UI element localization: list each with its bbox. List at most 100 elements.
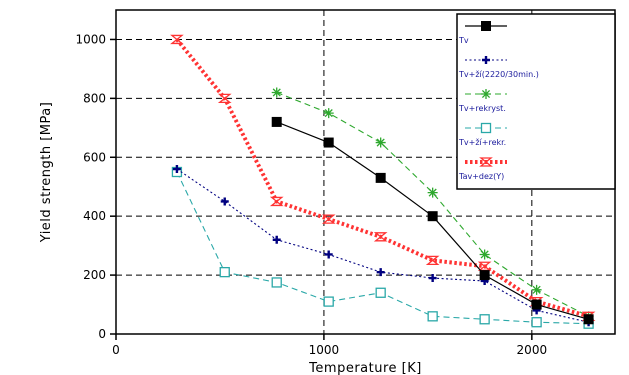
legend-item: Tv+ží(2220/30min.): [458, 56, 539, 79]
legend-item: Tv+rekryst.: [458, 89, 507, 113]
data-point: [375, 287, 386, 298]
y-tick-label: 800: [83, 91, 106, 105]
marker-asterisk: [427, 187, 438, 198]
marker-hourglass: [321, 214, 336, 224]
data-point: [269, 196, 284, 207]
marker-open-square: [375, 287, 386, 298]
data-point: [479, 270, 490, 281]
marker-plus: [220, 197, 229, 206]
data-point: [219, 266, 230, 278]
series-3: [171, 166, 594, 329]
marker-asterisk: [323, 108, 334, 119]
y-tick-label: 0: [98, 327, 106, 341]
marker-hourglass: [269, 196, 284, 207]
data-point: [271, 87, 282, 98]
series-0: [271, 116, 594, 325]
data-point: [271, 277, 282, 288]
y-tick-label: 200: [83, 268, 106, 282]
series-line: [176, 171, 589, 325]
marker-plus: [172, 165, 181, 174]
legend-label: Tv+ží(2220/30min.): [458, 70, 539, 79]
marker-plus: [272, 235, 281, 244]
marker-square: [271, 116, 282, 127]
data-point: [217, 93, 232, 104]
marker-plus: [482, 56, 490, 64]
data-point: [480, 122, 492, 134]
data-point: [323, 108, 334, 119]
y-tick-label: 1000: [75, 32, 106, 46]
marker-hourglass: [425, 255, 440, 266]
data-point: [427, 311, 438, 322]
data-point: [479, 249, 490, 260]
legend-item: Tv: [458, 21, 507, 45]
marker-open-square: [427, 311, 438, 322]
x-tick-label: 1000: [309, 343, 340, 357]
marker-asterisk: [531, 284, 542, 295]
marker-hourglass: [373, 232, 388, 242]
data-point: [323, 296, 334, 307]
marker-open-square: [479, 314, 490, 325]
marker-asterisk: [481, 89, 491, 99]
data-point: [531, 284, 542, 295]
marker-square: [427, 211, 438, 222]
marker-open-square: [480, 122, 492, 134]
legend-label: Tv+rekryst.: [458, 104, 506, 113]
data-point: [376, 268, 385, 277]
series-layer: [170, 34, 596, 329]
data-point: [479, 314, 490, 325]
marker-plus: [376, 268, 385, 277]
data-point: [375, 137, 386, 148]
data-point: [427, 211, 438, 222]
legend: Tv Tv+ží(2220/30min.) Tv+rekryst. Tv+ží+rek…: [456, 13, 616, 190]
marker-open-square: [531, 317, 542, 328]
legend-item: Tav+dez(Y): [458, 157, 507, 181]
data-point: [272, 235, 281, 244]
data-point: [427, 187, 438, 198]
data-point: [172, 165, 181, 174]
data-point: [479, 157, 493, 167]
data-point: [323, 137, 334, 148]
marker-square: [531, 299, 542, 310]
marker-hourglass: [217, 93, 232, 104]
marker-square: [479, 270, 490, 281]
data-point: [321, 214, 336, 224]
marker-open-square: [219, 266, 230, 278]
data-point: [482, 56, 490, 64]
legend-item: Tv+ží+rekr.: [458, 122, 507, 147]
y-tick-label: 400: [83, 209, 106, 223]
data-point: [531, 317, 542, 328]
marker-open-square: [323, 296, 334, 307]
data-point: [531, 299, 542, 310]
marker-hourglass: [170, 34, 184, 45]
marker-hourglass: [479, 157, 493, 167]
marker-open-square: [271, 277, 282, 288]
x-tick-label: 2000: [517, 343, 548, 357]
marker-plus: [324, 250, 333, 259]
data-point: [583, 314, 594, 325]
legend-label: Tv: [458, 36, 469, 45]
marker-plus: [428, 274, 437, 283]
marker-square: [481, 21, 491, 31]
data-point: [375, 172, 386, 183]
data-point: [373, 232, 388, 242]
y-axis-label: Yield strength [MPa]: [39, 102, 54, 244]
y-tick-label: 600: [83, 150, 106, 164]
data-point: [324, 250, 333, 259]
marker-asterisk: [375, 137, 386, 148]
data-point: [271, 116, 282, 127]
x-axis-label: Temperature [K]: [308, 361, 422, 375]
legend-label: Tav+dez(Y): [458, 172, 504, 181]
marker-square: [583, 314, 594, 325]
marker-asterisk: [479, 249, 490, 260]
data-point: [428, 274, 437, 283]
data-point: [425, 255, 440, 266]
data-point: [481, 89, 491, 99]
marker-square: [375, 172, 386, 183]
marker-square: [323, 137, 334, 148]
axis-ticks: 0 200 400 600 800 1000 0 1000 2000: [75, 32, 547, 357]
data-point: [170, 34, 184, 45]
x-tick-label: 0: [112, 343, 120, 357]
data-point: [220, 197, 229, 206]
data-point: [481, 21, 491, 31]
